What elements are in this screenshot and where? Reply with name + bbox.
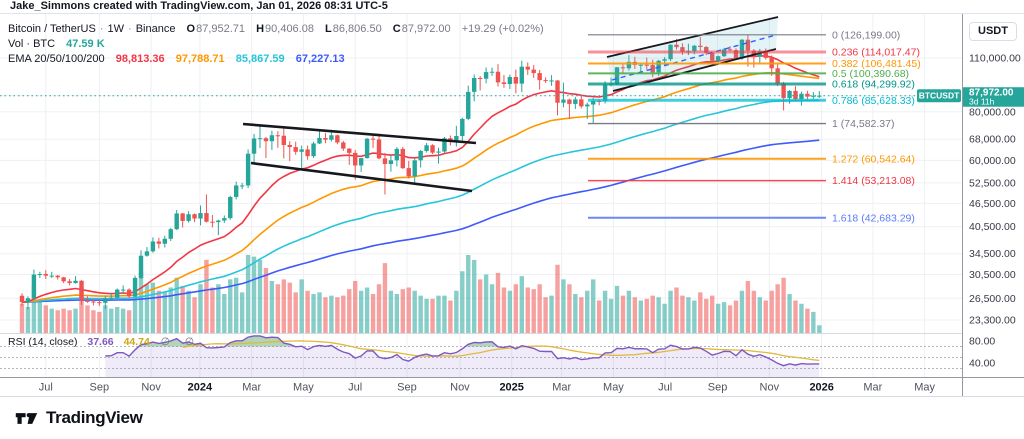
- svg-text:80.00: 80.00: [969, 336, 995, 348]
- trendline-drawings[interactable]: [242, 16, 779, 193]
- rsi-legend: RSI (14, close) 37.66 44.74 ∅ ∅: [8, 336, 200, 348]
- svg-text:68,000.00: 68,000.00: [969, 134, 1016, 146]
- pane-separators[interactable]: [0, 14, 1024, 397]
- rsi-ma-line: [182, 340, 820, 362]
- svg-text:May: May: [293, 382, 314, 394]
- ema200-value: 67,227.13: [295, 53, 345, 65]
- rsi-hidden-plots: ∅ ∅: [160, 336, 200, 348]
- svg-text:Sep: Sep: [708, 382, 728, 394]
- svg-text:40.00: 40.00: [969, 358, 995, 370]
- ema-legend: EMA 20/50/100/200 98,813.36 97,788.71 85…: [8, 53, 345, 65]
- svg-text:Jul: Jul: [658, 382, 672, 394]
- rsi-ma-value: 44.74: [123, 336, 150, 348]
- svg-text:Mar: Mar: [863, 382, 882, 394]
- fib-label-1.272: 1.272 (60,542.64): [832, 153, 915, 165]
- volume-bars: [19, 255, 822, 333]
- svg-text:Nov: Nov: [450, 382, 470, 394]
- svg-text:60,000.00: 60,000.00: [969, 155, 1016, 167]
- currency-usdt-button[interactable]: USDT: [969, 22, 1017, 41]
- tradingview-logo-text[interactable]: TradingView: [46, 408, 143, 427]
- svg-text:46,500.00: 46,500.00: [969, 198, 1016, 210]
- svg-text:30,500.00: 30,500.00: [969, 269, 1016, 281]
- fib-label-0.618: 0.618 (94,299.92): [832, 78, 915, 90]
- ascending-channel-fill: [607, 17, 778, 91]
- fib-label-0.5: 0.5 (100,390.68): [832, 68, 909, 80]
- volume-label: Vol · BTC: [8, 38, 56, 50]
- rsi-pane: [0, 335, 962, 377]
- svg-text:Sep: Sep: [90, 382, 110, 394]
- legend-separator: ·: [99, 23, 104, 35]
- ema20-value: 98,813.36: [115, 53, 165, 65]
- svg-text:3d 11h: 3d 11h: [969, 97, 995, 107]
- ema-label: EMA 20/50/100/200: [8, 53, 105, 65]
- price-axis-labels[interactable]: 110,000.00 80,000.00 68,000.00 60,000.00 52,…: [969, 53, 1021, 370]
- fib-label-0: 0 (126,199.00): [832, 29, 900, 41]
- change-label: +19.29 (+0.02%): [461, 23, 544, 35]
- svg-text:2025: 2025: [499, 382, 523, 394]
- svg-text:87,972.00: 87,972.00: [969, 88, 1014, 99]
- volume-value: 47.59 K: [66, 38, 105, 50]
- svg-text:2024: 2024: [188, 382, 213, 394]
- svg-text:110,000.00: 110,000.00: [969, 53, 1021, 65]
- symbol-title[interactable]: Bitcoin / TetherUS: [8, 23, 96, 35]
- svg-text:Jul: Jul: [348, 382, 362, 394]
- svg-text:2026: 2026: [809, 382, 833, 394]
- legend-separator: ·: [128, 23, 132, 35]
- volume-legend: Vol · BTC 47.59 K: [8, 38, 105, 50]
- svg-text:BTCUSDT: BTCUSDT: [919, 91, 960, 101]
- tradingview-logo-icon[interactable]: [14, 406, 39, 431]
- ascending-channel-upper: [606, 16, 779, 58]
- descending-channel-lower: [250, 161, 473, 193]
- time-axis-labels[interactable]: Jul Sep Nov 2024 Mar May Jul Sep Nov 2025 Mar May Ju…: [39, 382, 936, 394]
- interval-label[interactable]: 1W: [107, 23, 125, 35]
- svg-text:Nov: Nov: [141, 382, 161, 394]
- rsi-value: 37.66: [87, 336, 114, 348]
- svg-text:52,500.00: 52,500.00: [969, 177, 1016, 189]
- attribution-text: Jake_Simmons created with TradingView.co…: [0, 0, 1024, 14]
- candles-layer[interactable]: [19, 34, 822, 310]
- svg-text:May: May: [914, 382, 935, 394]
- fib-label-1.618: 1.618 (42,683.29): [832, 212, 915, 224]
- fib-label-1.414: 1.414 (53,213.08): [832, 175, 915, 187]
- svg-text:40,500.00: 40,500.00: [969, 221, 1016, 233]
- chart-widget[interactable]: 0 (126,199.00) 0.236 (114,017.47) 0.382 (1…: [0, 14, 1024, 397]
- ohlc-close: C87,972.00: [392, 23, 451, 35]
- fib-label-1: 1 (74,582.37): [832, 118, 894, 130]
- ohlc-low: L86,806.50: [325, 23, 382, 35]
- svg-text:Nov: Nov: [760, 382, 780, 394]
- chart-canvas[interactable]: 0 (126,199.00) 0.236 (114,017.47)0.382 (1…: [0, 14, 1024, 397]
- footer-bar: TradingView: [0, 397, 1024, 439]
- ema50-value: 97,788.71: [175, 53, 225, 65]
- exchange-label: Binance: [135, 23, 176, 35]
- svg-text:23,300.00: 23,300.00: [969, 315, 1016, 327]
- rsi-line: [105, 335, 820, 367]
- svg-text:Jul: Jul: [39, 382, 53, 394]
- ohlc-high: H90,406.08: [256, 23, 314, 35]
- symbol-price-tag: BTCUSDT: [917, 89, 961, 103]
- symbol-legend: Bitcoin / TetherUS · 1W · Binance O87,952.71…: [8, 23, 544, 35]
- svg-text:May: May: [603, 382, 624, 394]
- svg-text:26,500.00: 26,500.00: [969, 293, 1016, 305]
- svg-text:34,500.00: 34,500.00: [969, 248, 1016, 260]
- fib-retracement[interactable]: 0 (126,199.00) 0.236 (114,017.47)0.382 (1…: [588, 29, 921, 224]
- ema100-value: 85,867.59: [235, 53, 285, 65]
- descending-channel-upper: [242, 122, 477, 145]
- rsi-label: RSI (14, close): [8, 336, 78, 348]
- ema-200-line: [22, 139, 820, 303]
- svg-text:Mar: Mar: [552, 382, 571, 394]
- ema-50-line: [21, 71, 820, 303]
- ohlc-open: O87,952.71: [186, 23, 246, 35]
- svg-text:80,000.00: 80,000.00: [969, 106, 1016, 118]
- svg-text:Mar: Mar: [242, 382, 261, 394]
- fib-label-0.786: 0.786 (85,628.33): [832, 95, 915, 107]
- fib-label-0.236: 0.236 (114,017.47): [832, 46, 920, 58]
- fib-label-0.382: 0.382 (106,481.45): [832, 58, 921, 70]
- svg-text:Sep: Sep: [397, 382, 417, 394]
- ema-100-line: [22, 99, 820, 303]
